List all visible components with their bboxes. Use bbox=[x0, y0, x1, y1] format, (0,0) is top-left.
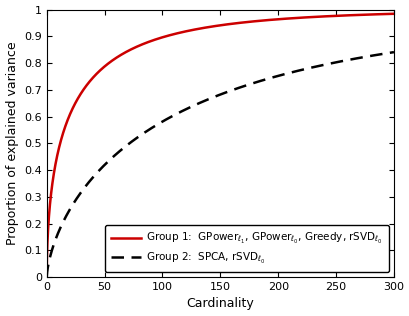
Group 2:  SPCA, rSVD$_{\ell_0}$: (34.2, 0.343): SPCA, rSVD$_{\ell_0}$: (34.2, 0.343) bbox=[84, 184, 89, 187]
X-axis label: Cardinality: Cardinality bbox=[186, 297, 254, 310]
Group 1:  GPower$_{\ell_1}$, GPower$_{\ell_0}$, Greedy, rSVD$_{\ell_0}$: (115, 0.913): GPower$_{\ell_1}$, GPower$_{\ell_0}$, Gr… bbox=[177, 31, 182, 34]
Group 2:  SPCA, rSVD$_{\ell_0}$: (128, 0.643): SPCA, rSVD$_{\ell_0}$: (128, 0.643) bbox=[192, 103, 197, 107]
Line: Group 1:  GPower$_{\ell_1}$, GPower$_{\ell_0}$, Greedy, rSVD$_{\ell_0}$: Group 1: GPower$_{\ell_1}$, GPower$_{\el… bbox=[47, 14, 393, 277]
Group 2:  SPCA, rSVD$_{\ell_0}$: (0, 0): SPCA, rSVD$_{\ell_0}$: (0, 0) bbox=[44, 275, 49, 279]
Line: Group 2:  SPCA, rSVD$_{\ell_0}$: Group 2: SPCA, rSVD$_{\ell_0}$ bbox=[47, 52, 393, 277]
Group 1:  GPower$_{\ell_1}$, GPower$_{\ell_0}$, Greedy, rSVD$_{\ell_0}$: (52, 0.794): GPower$_{\ell_1}$, GPower$_{\ell_0}$, Gr… bbox=[104, 63, 109, 66]
Y-axis label: Proportion of explained variance: Proportion of explained variance bbox=[6, 41, 18, 245]
Group 2:  SPCA, rSVD$_{\ell_0}$: (115, 0.616): SPCA, rSVD$_{\ell_0}$: (115, 0.616) bbox=[177, 110, 182, 114]
Legend: Group 1:  GPower$_{\ell_1}$, GPower$_{\ell_0}$, Greedy, rSVD$_{\ell_0}$, Group 2: Group 1: GPower$_{\ell_1}$, GPower$_{\el… bbox=[105, 225, 388, 272]
Group 1:  GPower$_{\ell_1}$, GPower$_{\ell_0}$, Greedy, rSVD$_{\ell_0}$: (294, 0.983): GPower$_{\ell_1}$, GPower$_{\ell_0}$, Gr… bbox=[384, 12, 389, 16]
Group 2:  SPCA, rSVD$_{\ell_0}$: (52, 0.428): SPCA, rSVD$_{\ell_0}$: (52, 0.428) bbox=[104, 161, 109, 165]
Group 2:  SPCA, rSVD$_{\ell_0}$: (294, 0.837): SPCA, rSVD$_{\ell_0}$: (294, 0.837) bbox=[384, 51, 389, 55]
Group 1:  GPower$_{\ell_1}$, GPower$_{\ell_0}$, Greedy, rSVD$_{\ell_0}$: (0, 0): GPower$_{\ell_1}$, GPower$_{\ell_0}$, Gr… bbox=[44, 275, 49, 279]
Group 1:  GPower$_{\ell_1}$, GPower$_{\ell_0}$, Greedy, rSVD$_{\ell_0}$: (34.2, 0.715): GPower$_{\ell_1}$, GPower$_{\ell_0}$, Gr… bbox=[84, 84, 89, 88]
Group 1:  GPower$_{\ell_1}$, GPower$_{\ell_0}$, Greedy, rSVD$_{\ell_0}$: (300, 0.984): GPower$_{\ell_1}$, GPower$_{\ell_0}$, Gr… bbox=[391, 12, 396, 16]
Group 1:  GPower$_{\ell_1}$, GPower$_{\ell_0}$, Greedy, rSVD$_{\ell_0}$: (262, 0.979): GPower$_{\ell_1}$, GPower$_{\ell_0}$, Gr… bbox=[346, 13, 351, 17]
Group 1:  GPower$_{\ell_1}$, GPower$_{\ell_0}$, Greedy, rSVD$_{\ell_0}$: (128, 0.925): GPower$_{\ell_1}$, GPower$_{\ell_0}$, Gr… bbox=[192, 27, 197, 31]
Group 2:  SPCA, rSVD$_{\ell_0}$: (300, 0.841): SPCA, rSVD$_{\ell_0}$: (300, 0.841) bbox=[391, 50, 396, 54]
Group 2:  SPCA, rSVD$_{\ell_0}$: (262, 0.813): SPCA, rSVD$_{\ell_0}$: (262, 0.813) bbox=[346, 58, 351, 62]
